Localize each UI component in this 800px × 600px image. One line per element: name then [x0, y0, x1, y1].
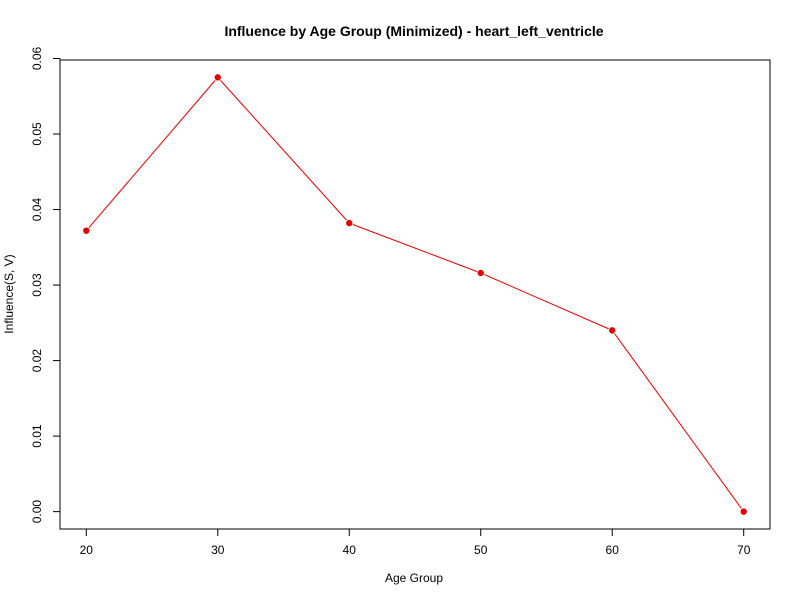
x-tick-label: 50: [474, 543, 488, 557]
series-line-segment: [480, 272, 613, 331]
series-layer: [82, 73, 748, 516]
chart-title: Influence by Age Group (Minimized) - hea…: [224, 23, 603, 39]
x-axis-label: Age Group: [385, 571, 443, 585]
y-tick-label: 0.02: [30, 349, 44, 373]
data-point: [476, 268, 485, 277]
x-tick-label: 70: [737, 543, 751, 557]
series-line-segment: [349, 222, 481, 274]
data-point: [608, 326, 617, 335]
y-tick-label: 0.06: [30, 46, 44, 70]
x-tick-label: 40: [343, 543, 357, 557]
y-axis-label: Influence(S, V): [2, 254, 16, 333]
y-tick-label: 0.01: [30, 424, 44, 448]
x-axis: 20 30 40 50 60 70: [80, 528, 751, 557]
data-point: [345, 219, 354, 228]
y-tick-label: 0.04: [30, 198, 44, 222]
x-tick-label: 20: [80, 543, 94, 557]
x-tick-label: 30: [211, 543, 225, 557]
y-tick-label: 0.05: [30, 122, 44, 146]
y-tick-label: 0.03: [30, 273, 44, 297]
series-line-segment: [85, 77, 219, 232]
plot-frame: [59, 59, 771, 530]
x-tick-label: 60: [606, 543, 620, 557]
series-line-segment: [217, 77, 350, 224]
y-tick-label: 0.00: [30, 500, 44, 524]
y-axis: 0.00 0.01 0.02 0.03 0.04 0.05 0.06: [30, 46, 61, 524]
data-point: [82, 226, 91, 235]
data-point: [739, 507, 748, 516]
data-point: [213, 73, 222, 82]
series-line-segment: [611, 330, 745, 512]
